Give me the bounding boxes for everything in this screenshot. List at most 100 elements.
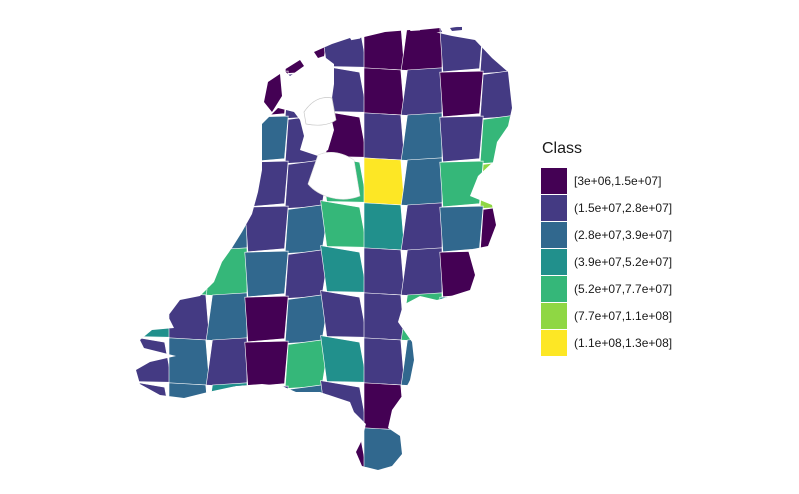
municipality-region [244,160,289,208]
municipality-region [363,292,405,341]
municipality-region [168,26,210,71]
legend-item: (2.8e+07,3.9e+07] [541,221,672,248]
legend-label: (2.8e+07,3.9e+07] [574,227,673,242]
municipality-region [244,70,289,118]
municipality-region [136,425,173,470]
municipality-region [136,380,173,428]
municipality-region [439,115,484,163]
municipality-region [168,157,210,206]
municipality-region [244,205,289,253]
municipality-region [320,290,368,338]
municipality-region [244,340,289,388]
municipality-region [168,247,210,296]
municipality-region [205,67,248,118]
municipality-region [363,157,405,206]
municipality-region [320,425,368,470]
municipality-region [168,427,210,470]
legend-swatch [541,221,567,248]
legend-swatch [541,275,567,302]
municipality-region [439,295,484,343]
legend-label: (1.1e+08,1.3e+08] [574,335,673,350]
municipality-region [363,427,405,470]
municipality-region [244,385,289,433]
municipality-region [439,70,484,118]
municipality-region [136,26,173,68]
legend-title: Class [542,140,583,157]
legend-swatch [541,329,567,356]
municipality-region [205,382,248,433]
legend-label: (1.5e+07,2.8e+07] [574,200,673,215]
municipality-region [136,290,173,338]
legend-item: (1.5e+07,2.8e+07] [541,194,672,221]
municipality-region [479,158,512,209]
legend-item: (5.2e+07,7.7e+07] [541,275,672,302]
municipality-region [479,428,512,470]
municipality-region [479,113,512,164]
municipality-region [400,157,443,208]
legend-item: [3e+06,1.5e+07] [541,167,672,194]
municipality-region [439,160,484,208]
municipality-region [363,67,405,116]
municipality-region [400,382,443,433]
legend-item: (7.7e+07,1.1e+08] [541,302,672,329]
municipality-region [168,292,210,341]
municipality-region [136,155,173,203]
legend-swatch [541,167,567,194]
municipality-region [363,112,405,161]
legend-label: (3.9e+07,5.2e+07] [574,254,673,269]
municipality-region [439,250,484,298]
municipality-region [400,337,443,388]
municipality-region [136,335,173,383]
municipality-region [244,250,289,298]
municipality-region [244,115,289,163]
municipality-region [168,337,210,386]
municipality-region [168,382,210,431]
municipality-region [439,205,484,253]
municipality-region [439,430,484,470]
map-legend: Class [3e+06,1.5e+07] (1.5e+07,2.8e+07] … [541,140,672,356]
municipality-region [439,340,484,388]
municipality-region [439,26,484,73]
municipality-region [400,427,443,470]
municipality-region [136,245,173,293]
municipality-region [439,385,484,433]
municipality-region [320,200,368,248]
legend-label: (5.2e+07,7.7e+07] [574,281,673,296]
municipality-region [284,26,330,74]
legend-swatch [541,248,567,275]
municipality-region [136,65,173,113]
municipality-region [136,110,173,158]
municipality-region [400,67,443,118]
municipality-region [400,112,443,163]
municipality-region [168,112,210,161]
municipality-region [400,247,443,298]
municipality-region [363,247,405,296]
municipality-region [320,245,368,293]
municipality-region [479,203,512,254]
legend-item: (3.9e+07,5.2e+07] [541,248,672,275]
municipality-region [284,428,330,470]
municipality-region [479,248,512,299]
municipality-region [400,202,443,253]
municipality-region [363,382,405,431]
municipality-region [205,112,248,163]
municipality-region [205,26,248,73]
municipality-region [363,337,405,386]
municipality-region [244,430,289,470]
municipality-region [400,292,443,343]
municipality-region [205,157,248,208]
municipality-region [400,26,443,73]
municipality-region [205,247,248,298]
municipality-region [320,335,368,383]
municipality-region [479,383,512,434]
municipality-region [168,202,210,251]
legend-swatch [541,194,567,221]
municipality-region [205,202,248,253]
municipality-region [136,200,173,248]
legend-label: [3e+06,1.5e+07] [574,173,662,188]
municipality-region [479,68,512,119]
municipality-region [479,338,512,389]
municipality-region [320,380,368,428]
